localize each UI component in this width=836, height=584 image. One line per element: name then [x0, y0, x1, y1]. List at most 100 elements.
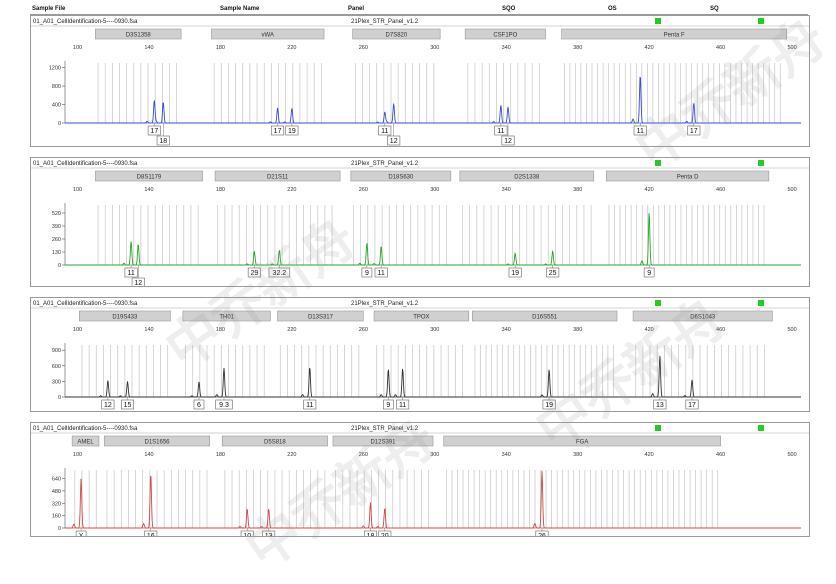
allele-label: 25 [549, 270, 557, 277]
allele-label: 11 [378, 270, 385, 277]
allele-label-box [494, 125, 508, 136]
allele-label-box [247, 267, 261, 278]
locus-box [464, 28, 546, 40]
locus-name: TH01 [219, 315, 234, 321]
allele-label-box [147, 125, 161, 136]
allele-label: X [79, 533, 84, 536]
panel-name: 21Plex_STR_Panel_v1.2 [351, 161, 419, 167]
locus-name: D3S1358 [126, 33, 152, 39]
locus-name: Penta D [677, 175, 699, 181]
os-header: OS [608, 6, 617, 12]
allele-label: 16 [147, 533, 155, 536]
sq-header: SQ [710, 6, 719, 12]
allele-label: 19 [288, 128, 296, 135]
x-tick-label: 220 [287, 187, 296, 193]
y-tick-label: 0 [58, 395, 61, 401]
x-tick-label: 300 [430, 45, 439, 51]
allele-label: 6 [197, 402, 201, 409]
allele-label: 11 [399, 402, 406, 409]
panel-name: 21Plex_STR_Panel_v1.2 [351, 426, 419, 432]
locus-name: vWA [262, 33, 274, 39]
locus-box [373, 310, 470, 322]
x-tick-label: 300 [430, 452, 439, 458]
y-tick-label: 260 [52, 237, 61, 243]
x-tick-label: 260 [359, 45, 368, 51]
locus-name: FGA [576, 440, 588, 446]
x-tick-label: 260 [359, 452, 368, 458]
locus-name: Penta F [664, 33, 685, 39]
allele-label: 26 [538, 533, 546, 536]
x-tick-label: 300 [430, 187, 439, 193]
signal-trace [65, 213, 801, 266]
sample-file-header: Sample File [32, 6, 66, 12]
x-tick-label: 500 [787, 187, 796, 193]
x-tick-label: 420 [645, 187, 654, 193]
signal-trace [65, 470, 801, 529]
x-tick-label: 300 [430, 327, 439, 333]
locus-box [277, 310, 364, 322]
x-tick-label: 180 [216, 45, 225, 51]
allele-label: 17 [150, 128, 158, 135]
x-tick-label: 180 [216, 452, 225, 458]
x-tick-label: 220 [287, 452, 296, 458]
y-tick-label: 300 [52, 379, 61, 385]
allele-label: 11 [497, 128, 504, 135]
allele-label-box [121, 399, 135, 410]
allele-label-box [101, 399, 115, 410]
x-tick-label: 500 [787, 45, 796, 51]
locus-name: D1S1656 [144, 440, 170, 446]
file-name: 01_A01_CellIdentification-5----0930.fsa [33, 426, 138, 432]
allele-label: 9 [647, 270, 651, 277]
x-tick-label: 140 [144, 452, 153, 458]
panel-header: Panel [348, 6, 365, 12]
x-tick-label: 100 [73, 452, 82, 458]
allele-label-box [687, 125, 701, 136]
sqo-status-indicator [655, 18, 661, 24]
allele-label: 11 [127, 270, 134, 277]
locus-box [104, 435, 210, 447]
locus-box [632, 310, 773, 322]
table-header: Sample File Sample Name Panel SQO OS SQ [30, 5, 808, 15]
x-tick-label: 140 [144, 187, 153, 193]
file-name: 01_A01_CellIdentification-5----0930.fsa [33, 161, 138, 167]
allele-label: 18 [367, 533, 375, 536]
allele-label-box [378, 530, 392, 536]
locus-box [214, 170, 341, 182]
locus-box [472, 310, 618, 322]
locus-name: D6S1043 [690, 315, 716, 321]
x-tick-label: 380 [573, 452, 582, 458]
locus-box [332, 435, 434, 447]
allele-label-box [285, 125, 299, 136]
locus-box [459, 170, 595, 182]
locus-box [95, 28, 182, 40]
x-tick-label: 220 [287, 45, 296, 51]
sq-status-indicator [758, 425, 764, 431]
x-tick-label: 460 [716, 327, 725, 333]
allele-label-box [643, 267, 655, 278]
y-tick-label: 390 [52, 224, 61, 230]
y-tick-label: 400 [52, 103, 61, 109]
allele-label: 32.2 [273, 270, 287, 277]
x-tick-label: 260 [359, 327, 368, 333]
allele-label-box [387, 135, 401, 146]
x-tick-label: 180 [216, 187, 225, 193]
chart-svg: 01_A01_CellIdentification-5----0930.fsa 2… [31, 18, 809, 146]
x-tick-label: 140 [144, 327, 153, 333]
electropherogram-panel-red: 01_A01_CellIdentification-5----0930.fsa 2… [30, 422, 810, 537]
y-tick-label: 0 [58, 263, 61, 269]
allele-label-box [501, 135, 515, 146]
locus-box [350, 170, 452, 182]
locus-name: TPOX [413, 315, 429, 321]
allele-label-box [378, 125, 392, 136]
allele-label: 15 [124, 402, 132, 409]
allele-label: 12 [134, 280, 142, 286]
x-tick-label: 100 [73, 327, 82, 333]
x-tick-label: 140 [144, 45, 153, 51]
x-tick-label: 500 [787, 327, 796, 333]
sqo-status-indicator [655, 300, 661, 306]
x-tick-label: 220 [287, 327, 296, 333]
locus-name: D7S820 [386, 33, 408, 39]
y-tick-label: 640 [52, 477, 61, 483]
x-tick-label: 340 [502, 452, 511, 458]
y-tick-label: 320 [52, 501, 61, 507]
